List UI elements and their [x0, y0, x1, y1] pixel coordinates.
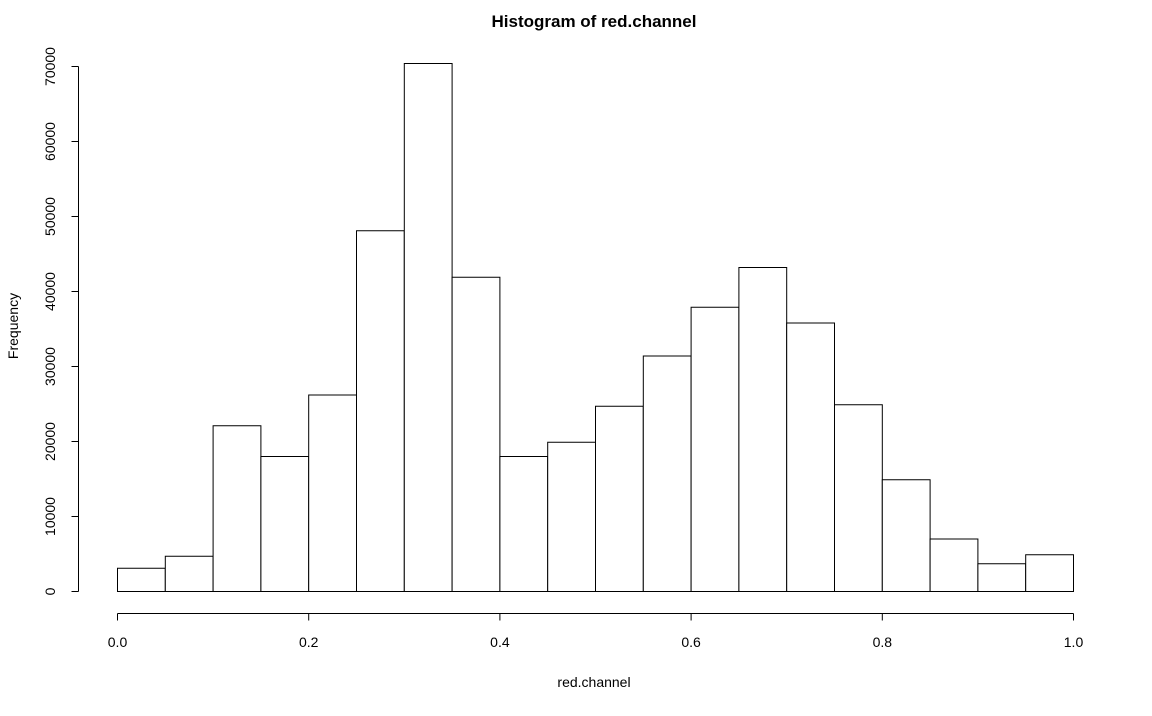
x-axis: 0.0 0.2 0.4 0.6 0.8 1.0 — [108, 613, 1084, 650]
y-tick-label: 70000 — [42, 47, 58, 86]
histogram-bar — [260, 456, 310, 592]
x-tick-label: 1.0 — [1064, 634, 1084, 650]
histogram-bar — [881, 479, 931, 592]
x-tick-label: 0.4 — [490, 634, 510, 650]
histogram-bar — [451, 276, 501, 592]
histogram-bar — [738, 267, 788, 592]
histogram-bar — [929, 538, 979, 592]
y-tick-label: 60000 — [42, 122, 58, 161]
x-tick-label: 0.2 — [299, 634, 319, 650]
y-tick-label: 20000 — [42, 422, 58, 461]
histogram-bar — [499, 456, 549, 592]
y-tick-label: 30000 — [42, 347, 58, 386]
histogram-bar — [403, 63, 453, 592]
y-axis-label: Frequency — [5, 293, 21, 359]
histogram-bar — [164, 555, 214, 592]
histogram-bar — [547, 441, 597, 592]
y-tick-label: 40000 — [42, 272, 58, 311]
chart-title: Histogram of red.channel — [492, 12, 697, 31]
histogram-bar — [308, 394, 358, 592]
y-tick-label: 0 — [42, 587, 58, 595]
histogram-bar — [1025, 554, 1074, 592]
histogram-bar — [786, 322, 836, 592]
histogram-bar — [642, 355, 692, 592]
histogram-bar — [356, 230, 405, 592]
histogram-bar — [977, 563, 1027, 592]
histogram-bar — [834, 404, 883, 592]
histogram-bar — [595, 405, 644, 592]
bars-layer — [117, 63, 1074, 592]
histogram-bar — [212, 425, 262, 592]
x-tick-label: 0.6 — [681, 634, 701, 650]
y-tick-label: 10000 — [42, 497, 58, 536]
x-tick-label: 0.8 — [873, 634, 893, 650]
x-axis-label: red.channel — [557, 674, 630, 690]
y-axis: 0 10000 20000 30000 40000 50000 60000 70000 — [42, 47, 79, 595]
histogram-bar — [117, 567, 166, 592]
y-tick-label: 50000 — [42, 197, 58, 236]
histogram-bar — [690, 306, 740, 592]
x-tick-label: 0.0 — [108, 634, 128, 650]
